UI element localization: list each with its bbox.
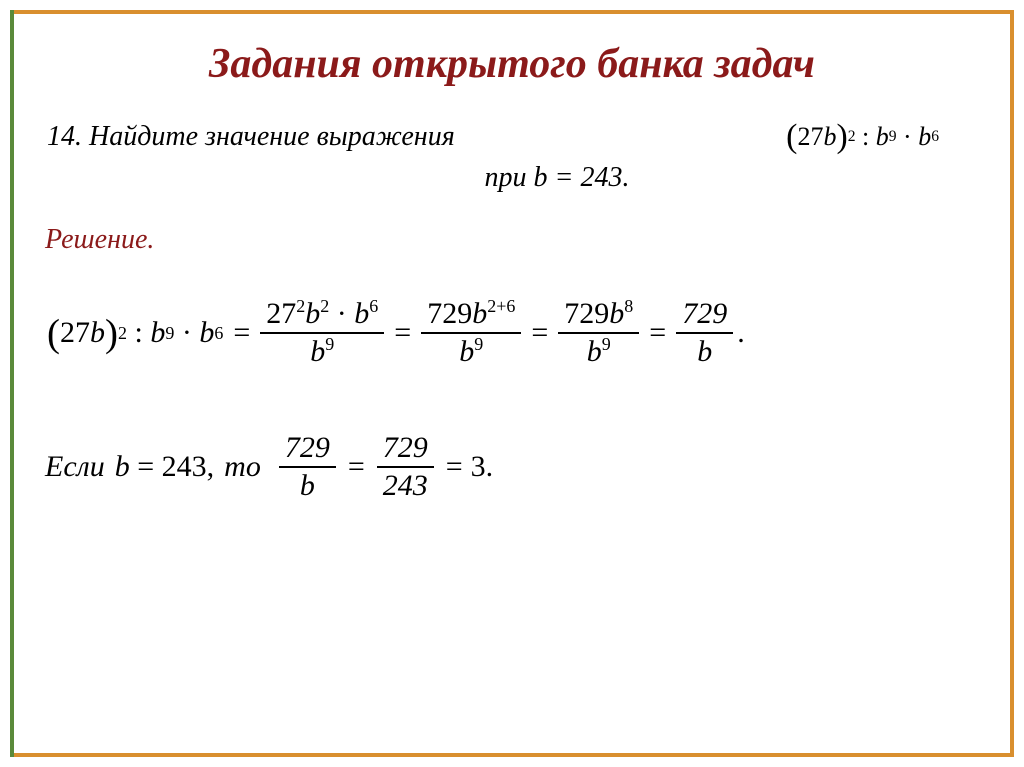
if-text: Если bbox=[45, 450, 105, 484]
frac-step4: 729 b bbox=[676, 296, 733, 370]
then-text: то bbox=[224, 450, 261, 484]
final-evaluation: Если b = 243, то 729 b = 729 243 = 3. bbox=[45, 430, 979, 504]
slide-title: Задания открытого банка задач bbox=[45, 40, 979, 88]
solution-label: Решение. bbox=[45, 224, 979, 256]
frame-left bbox=[10, 10, 14, 757]
problem-condition: при b = 243. bbox=[45, 162, 979, 194]
solution-equation: (27b)2 : b9 · b6 = 272b2 · b6 b9 = 729b2… bbox=[45, 296, 979, 370]
slide-content: Задания открытого банка задач 14. Найдит… bbox=[45, 30, 979, 737]
problem-text-1: Найдите значение выражения bbox=[89, 121, 455, 152]
frac-final1: 729 b bbox=[279, 430, 336, 504]
problem-number: 14. bbox=[47, 121, 82, 152]
frac-step2: 729b2+6 b9 bbox=[421, 296, 521, 370]
problem-expression: (27b)2 : b9 · b6 bbox=[786, 118, 939, 156]
frac-step3: 729b8 b9 bbox=[558, 296, 639, 370]
frame-right bbox=[1010, 10, 1014, 757]
problem-statement: 14. Найдите значение выражения (27b)2 : … bbox=[45, 118, 979, 156]
final-result: 3. bbox=[471, 450, 494, 484]
frac-step1: 272b2 · b6 b9 bbox=[260, 296, 384, 370]
frac-final2: 729 243 bbox=[377, 430, 434, 504]
